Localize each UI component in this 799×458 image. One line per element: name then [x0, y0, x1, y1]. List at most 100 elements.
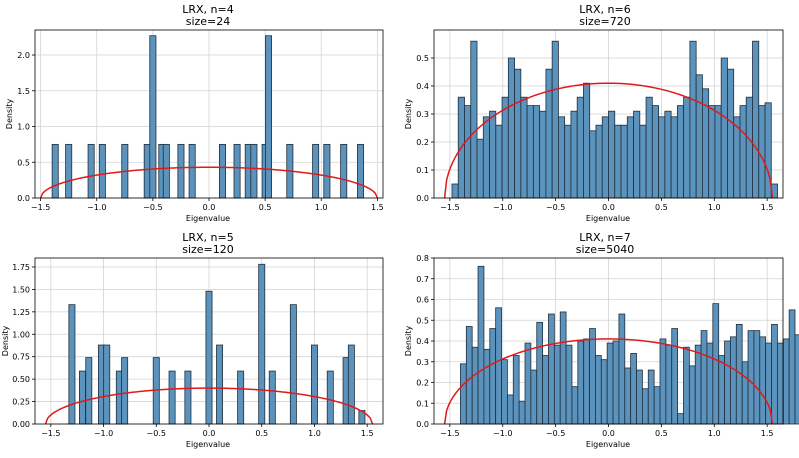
- histogram-bar: [530, 369, 538, 425]
- histogram-bar: [676, 105, 685, 199]
- x-axis-label: Eigenvalue: [186, 440, 230, 449]
- histogram-bar: [518, 400, 526, 425]
- y-tick-label: 0.0: [17, 194, 30, 203]
- histogram-bar: [583, 338, 590, 425]
- histogram-bar: [695, 74, 703, 199]
- histogram-bar: [476, 138, 484, 199]
- histogram-bar: [514, 68, 522, 199]
- histogram-bar: [536, 321, 544, 425]
- histogram-bar: [98, 143, 106, 199]
- histogram-bar: [103, 344, 111, 425]
- y-tick-label: 0.1: [416, 166, 429, 175]
- histogram-bar: [712, 303, 720, 425]
- histogram-bar: [483, 348, 491, 425]
- y-tick-label: 0.0: [416, 420, 429, 429]
- histogram-bar: [671, 328, 679, 425]
- histogram-bar: [501, 359, 508, 425]
- histogram-bar: [312, 143, 320, 199]
- chart-title: LRX, n=7: [579, 231, 631, 244]
- x-tick-label: 0.0: [203, 429, 216, 438]
- histogram-bar: [589, 130, 597, 199]
- plot-area: −1.5 −1.0 −0.5 0.0 0.5 1.0 1.5 0.0 0.5 1.0 1.5 2.0: [17, 29, 384, 212]
- histogram-bar: [310, 344, 318, 425]
- histogram-bar: [357, 143, 365, 199]
- histogram-bar: [653, 386, 661, 425]
- y-tick-label: 0.75: [12, 353, 30, 362]
- histogram-bar: [177, 143, 185, 199]
- x-tick-label: 0.5: [655, 429, 668, 438]
- chart-subtitle: size=120: [182, 243, 234, 256]
- histogram-bar: [51, 143, 59, 199]
- histogram-bar: [501, 96, 509, 199]
- histogram-bar: [606, 342, 614, 425]
- histogram-bar: [724, 340, 731, 425]
- histogram-bar: [548, 313, 555, 425]
- histogram-bar: [250, 143, 258, 199]
- histogram-bar: [600, 359, 608, 425]
- y-tick-label: 0.6: [416, 296, 429, 305]
- histogram-bar: [512, 355, 520, 425]
- x-tick-label: −0.5: [546, 203, 565, 212]
- histogram-bar: [589, 328, 596, 425]
- histogram-bar: [595, 124, 603, 199]
- y-tick-label: 0.2: [416, 379, 429, 388]
- x-tick-label: 0.5: [259, 203, 272, 212]
- histogram-bar: [464, 105, 472, 199]
- histogram-bar: [545, 68, 553, 199]
- y-tick-label: 0.8: [416, 254, 429, 263]
- histogram-bar: [741, 361, 749, 425]
- panel-lrx-n7: LRX, n=7 size=5040 −1.5 −1.0 −0.5 0.0 0.5 1.0…: [404, 231, 799, 449]
- y-tick-label: 0.7: [416, 275, 429, 284]
- histogram-bar: [659, 338, 667, 425]
- histogram-bar: [258, 263, 266, 425]
- histogram-bar: [265, 35, 272, 199]
- x-tick-label: −1.0: [493, 429, 512, 438]
- histogram-bar: [188, 143, 196, 199]
- x-tick-label: 0.0: [203, 203, 216, 212]
- histogram-bar: [645, 96, 653, 199]
- histogram-bar: [618, 313, 626, 425]
- histogram-bar: [758, 105, 766, 199]
- histogram-bar: [639, 124, 647, 199]
- y-tick-label: 2.0: [17, 51, 30, 60]
- histogram-bar: [612, 340, 620, 425]
- histogram-bar: [326, 370, 334, 425]
- histogram-bar: [708, 105, 716, 199]
- semicircle-density-curve: [443, 82, 774, 199]
- y-tick-label: 0.3: [416, 358, 429, 367]
- histogram-bar: [720, 57, 728, 199]
- histogram-bar: [583, 82, 591, 199]
- histogram-bar: [753, 330, 761, 425]
- histogram-bar: [647, 369, 655, 425]
- histogram-bar: [677, 413, 684, 425]
- histogram-bar: [237, 370, 245, 425]
- y-tick-label: 0.5: [17, 158, 30, 167]
- x-tick-label: −1.5: [440, 429, 459, 438]
- semicircle-density-curve: [44, 387, 374, 425]
- panel-lrx-n4: LRX, n=4 size=24 −1.5 −1.0 −0.5 0.0 0.5 1.0 1.…: [5, 3, 384, 223]
- x-tick-label: −0.5: [546, 429, 565, 438]
- plot-area: −1.5 −1.0 −0.5 0.0 0.5 1.0 1.5 0.00 0.25 0.50 0.75…: [12, 257, 384, 438]
- y-tick-label: 1.50: [12, 285, 30, 294]
- histogram-bar: [495, 124, 503, 199]
- histogram-bar: [78, 370, 86, 425]
- histogram-bar: [477, 265, 485, 425]
- y-tick-label: 1.5: [17, 87, 30, 96]
- chart-subtitle: size=5040: [576, 243, 635, 256]
- histogram-bar: [489, 110, 497, 199]
- histogram-bar: [218, 143, 226, 199]
- histogram-bar: [752, 40, 760, 199]
- x-tick-label: 1.5: [361, 429, 374, 438]
- histogram-bar: [507, 57, 515, 199]
- histogram-bar: [727, 68, 735, 199]
- y-tick-label: 1.00: [12, 330, 30, 339]
- histogram-bar: [460, 363, 467, 425]
- histogram-bar: [714, 105, 722, 199]
- semicircle-density-curve: [443, 338, 774, 425]
- histogram-bar: [168, 370, 176, 425]
- histogram-bar: [471, 346, 479, 425]
- histogram-bar: [624, 367, 632, 425]
- x-tick-label: 0.0: [602, 203, 615, 212]
- histogram-bar: [553, 344, 561, 425]
- x-tick-label: 0.0: [602, 429, 615, 438]
